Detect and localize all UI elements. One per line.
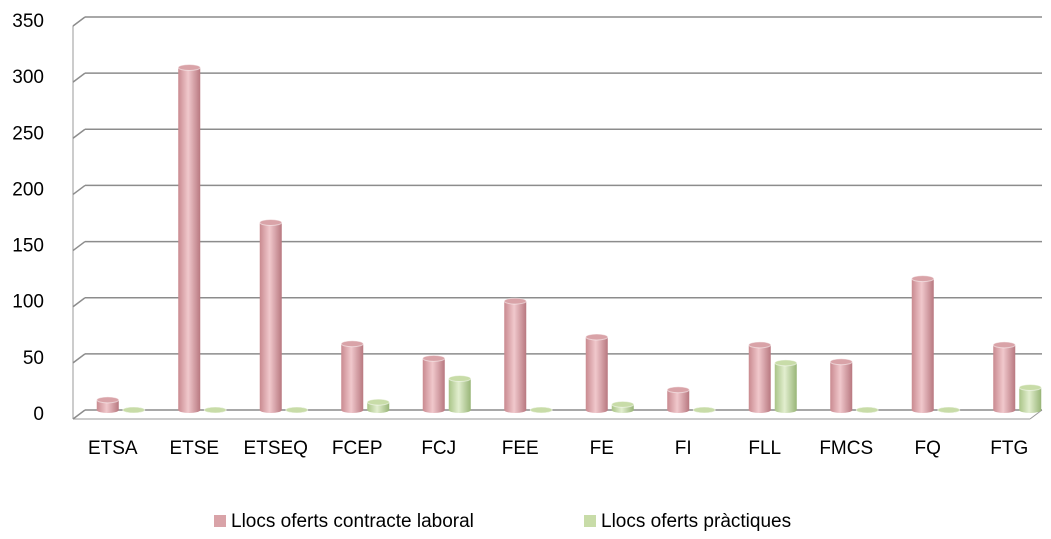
bar-cap [692,406,716,414]
bar-cap [1018,384,1042,392]
x-tick-label: ETSEQ [244,438,308,459]
bar-base [504,407,527,413]
bar-base [911,407,934,413]
bar [448,378,471,410]
bar [667,389,690,410]
x-tick-label: FEE [502,438,539,459]
bar-base [585,407,608,413]
bar-base [830,407,853,413]
grid-line-side [72,72,86,83]
floor-edge [1029,409,1043,420]
x-tick-label: ETSA [88,438,138,459]
bar-cap [366,398,390,406]
bar-cap [911,275,935,283]
grid-line-side [72,16,86,27]
bar-cap [503,297,527,305]
bar-base [178,407,201,413]
bar-cap [774,359,798,367]
y-tick-label: 350 [12,11,44,32]
bar-cap [829,358,853,366]
bar-cap [422,354,446,362]
y-tick-label: 300 [12,67,44,88]
bar-cap [122,406,146,414]
x-tick-label: FCEP [332,438,383,459]
bar-base [748,407,771,413]
bar-base [774,407,797,413]
bar-cap [448,375,472,383]
bar-cap [666,386,690,394]
bar-cap [340,340,364,348]
bar [504,301,527,410]
bar-cap [992,341,1016,349]
bar-cap [259,218,283,226]
bar-cap [611,400,635,408]
y-tick-label: 150 [12,236,44,257]
bar-base [993,407,1016,413]
bar-base [667,407,690,413]
bar-cap [585,333,609,341]
bar-base [611,407,634,413]
bar [830,361,853,410]
grid-line-side [72,240,86,252]
bar-base [341,407,364,413]
bar [96,399,119,410]
bar [422,358,445,410]
bar-base [367,407,390,413]
grid-line-side [72,184,86,196]
y-tick-label: 200 [12,179,44,200]
bar-base [259,407,282,413]
bar-cap [937,406,961,414]
bar-base [422,407,445,413]
x-tick-label: ETSE [169,438,219,459]
bar-cap [529,406,553,414]
y-tick-label: 250 [12,123,44,144]
bar [178,67,201,411]
bar-cap [748,341,772,349]
bar [911,278,934,410]
x-tick-label: FI [675,438,692,459]
grid-line-side [72,409,86,420]
legend-label: Llocs oferts contracte laboral [231,511,474,532]
legend-label: Llocs oferts pràctiques [601,511,791,532]
bar-cap [855,406,879,414]
bar [259,222,282,410]
x-tick-label: FLL [748,438,781,459]
bar [993,344,1016,410]
bar-base [448,407,471,413]
bar-cap [203,406,227,414]
bar [1019,387,1042,410]
x-tick-label: FQ [915,438,941,459]
legend-swatch [584,515,596,527]
x-tick-label: FTG [990,438,1028,459]
grid-line-side [72,297,86,308]
legend-swatch [214,515,226,527]
bar-base [1019,407,1042,413]
grid-line-side [72,353,86,364]
y-tick-label: 0 [33,404,44,425]
bar [748,344,771,410]
bar [585,337,608,410]
grid-line-side [72,128,86,139]
bar-cap [285,406,309,414]
bar-base [96,407,119,413]
bar [367,402,390,410]
x-tick-label: FCJ [421,438,456,459]
y-tick-label: 50 [23,348,44,369]
x-tick-label: FE [590,438,614,459]
bar [341,343,364,410]
bar-cap [96,396,120,404]
x-tick-label: FMCS [819,438,873,459]
bar-cap [177,64,201,72]
y-tick-label: 100 [12,292,44,313]
bar [774,362,797,410]
